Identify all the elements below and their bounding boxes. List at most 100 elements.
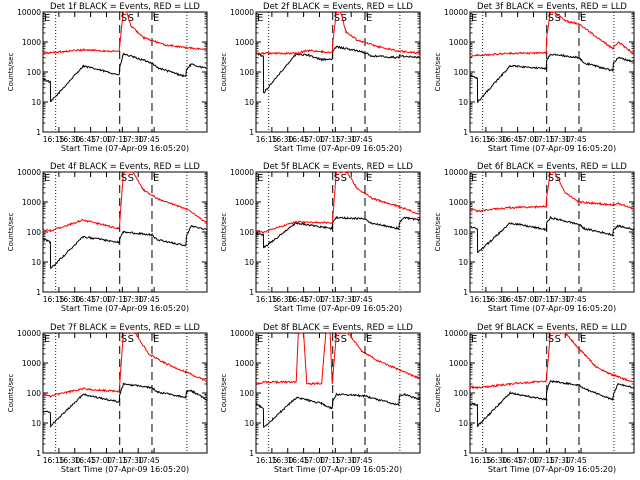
x-tick-label: 17:45 [138,295,160,304]
panel-title: Det 7f BLACK = Events, RED = LLD [50,323,200,333]
y-tick-label: 100 [454,389,469,398]
event-marker-label: S [548,13,554,24]
x-tick-label: 16:45 [75,295,97,304]
event-marker-label: E [44,173,50,184]
plot-frame [42,11,208,133]
x-tick-label: 17:00 [517,295,539,304]
detector-panel-1: Det 1f BLACK = Events, RED = LLD 1 10 100 10… [7,2,208,153]
y-axis-label: Counts/sec [220,213,228,252]
plot-frame [469,332,635,454]
x-tick-label: 17:45 [138,456,160,465]
x-tick-label: 17:00 [90,456,112,465]
x-tick-label: 17:00 [517,135,539,144]
x-tick-label: 16:15 [256,135,278,144]
y-tick-label: 1 [463,128,468,137]
x-tick-label: 16:30 [486,456,508,465]
x-tick-label: 17:15 [106,456,128,465]
event-marker-label: E [471,13,477,24]
events-series-line [255,45,421,94]
y-axis-label: Counts/sec [7,213,15,252]
plot-frame [469,171,635,293]
panel-title: Det 8f BLACK = Events, RED = LLD [263,323,413,333]
y-tick-label: 1000 [449,359,468,368]
x-tick-label: 17:45 [351,295,373,304]
x-tick-label: 16:30 [59,456,81,465]
y-tick-label: 1000 [449,38,468,47]
x-tick-label: 16:45 [75,456,97,465]
detector-panel-5: Det 5f BLACK = Events, RED = LLD 1 10 100 10… [220,162,421,313]
events-series-line [469,215,635,254]
x-axis-label: Start Time (07-Apr-09 16:05:20) [488,144,616,153]
panel-title: Det 6f BLACK = Events, RED = LLD [477,162,627,172]
y-tick-label: 10 [244,258,254,267]
x-axis-label: Start Time (07-Apr-09 16:05:20) [274,465,402,474]
x-tick-label: 17:15 [319,295,341,304]
x-tick-label: 17:00 [303,295,325,304]
event-marker-label: E [257,173,263,184]
y-tick-label: 10000 [230,8,254,17]
x-tick-label: 16:30 [272,135,294,144]
y-tick-label: 10 [31,258,41,267]
event-marker-label: S [555,13,561,24]
y-tick-label: 1000 [235,359,254,368]
y-tick-label: 1 [249,128,254,137]
x-axis-label: Start Time (07-Apr-09 16:05:20) [61,144,189,153]
event-marker-label: E [471,173,477,184]
x-tick-label: 16:30 [272,295,294,304]
detector-panel-7: Det 7f BLACK = Events, RED = LLD 1 10 100 10… [7,323,208,474]
y-axis-label: Counts/sec [434,374,442,413]
y-tick-label: 10000 [444,8,468,17]
detector-panel-9: Det 9f BLACK = Events, RED = LLD 1 10 100 10… [434,323,635,474]
event-marker-label: S [548,334,554,345]
y-tick-label: 100 [240,389,255,398]
y-tick-label: 1 [36,449,41,458]
x-tick-label: 17:15 [319,135,341,144]
panel-title: Det 1f BLACK = Events, RED = LLD [50,2,200,12]
panel-title: Det 5f BLACK = Events, RED = LLD [263,162,413,172]
plot-frame [469,11,635,133]
x-tick-label: 16:45 [288,135,310,144]
x-tick-label: 17:45 [565,456,587,465]
y-tick-label: 10000 [230,329,254,338]
y-tick-label: 10000 [444,329,468,338]
y-tick-label: 1 [249,449,254,458]
x-tick-label: 17:45 [565,295,587,304]
x-tick-label: 17:15 [106,295,128,304]
y-axis-label: Counts/sec [434,53,442,92]
x-tick-label: 16:45 [288,456,310,465]
x-tick-label: 16:45 [75,135,97,144]
events-series-line [42,224,208,269]
lld-series-line [42,332,208,399]
x-tick-label: 17:00 [517,456,539,465]
y-tick-label: 10000 [444,168,468,177]
events-series-line [255,392,421,428]
y-axis-label: Counts/sec [220,53,228,92]
y-tick-label: 10 [244,419,254,428]
detector-panel-2: Det 2f BLACK = Events, RED = LLD 1 10 100 10… [220,2,421,153]
y-axis-label: Counts/sec [434,213,442,252]
event-marker-label: E [153,334,159,345]
y-tick-label: 1 [249,288,254,297]
x-tick-label: 16:30 [486,295,508,304]
lld-series-line [255,331,421,386]
x-axis-label: Start Time (07-Apr-09 16:05:20) [274,144,402,153]
x-tick-label: 17:45 [351,456,373,465]
event-marker-label: E [366,334,372,345]
event-marker-label: S [128,334,134,345]
detector-panel-8: Det 8f BLACK = Events, RED = LLD 1 10 100 10… [220,323,421,474]
y-tick-label: 1000 [235,38,254,47]
y-tick-label: 1 [36,288,41,297]
x-tick-label: 17:30 [549,456,571,465]
event-marker-label: S [121,334,127,345]
x-tick-label: 17:15 [533,135,555,144]
y-tick-label: 100 [27,68,42,77]
x-tick-label: 17:00 [303,456,325,465]
panel-title: Det 4f BLACK = Events, RED = LLD [50,162,200,172]
y-tick-label: 10 [458,258,468,267]
x-tick-label: 17:30 [549,135,571,144]
x-tick-label: 16:15 [256,456,278,465]
y-tick-label: 1 [463,449,468,458]
x-tick-label: 16:45 [502,456,524,465]
plot-frame [42,332,208,454]
events-series-line [469,379,635,428]
